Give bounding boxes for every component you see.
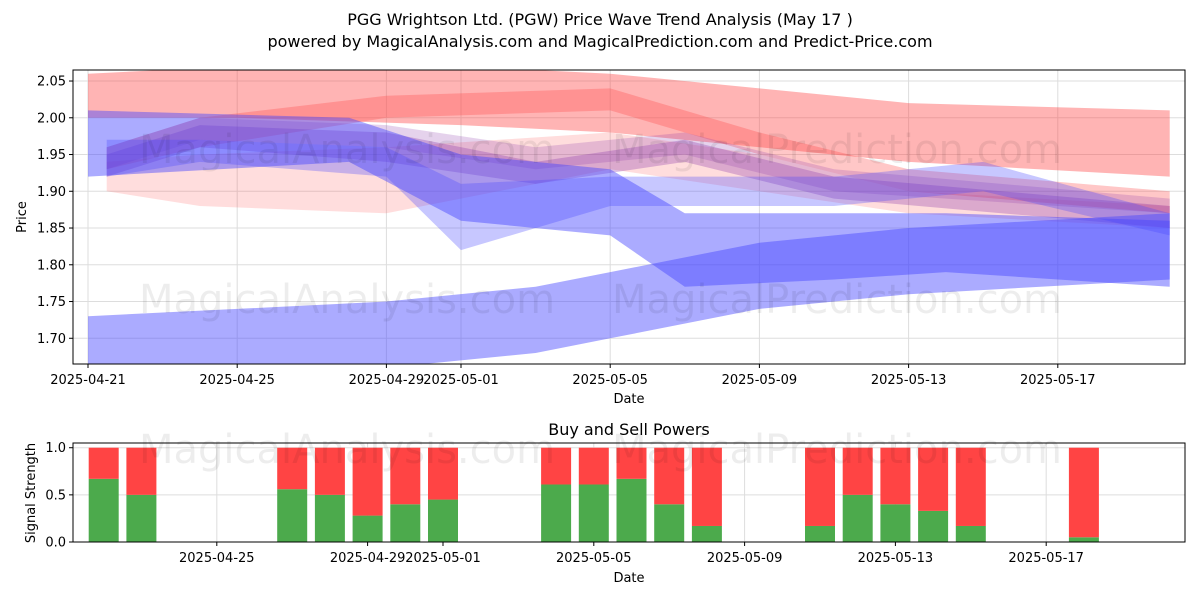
price-y-tick-label: 1.75 xyxy=(37,295,66,310)
buy-sell-title: Buy and Sell Powers xyxy=(548,420,710,439)
buy-sell-x-tick-label: 2025-05-05 xyxy=(556,551,632,566)
price-y-tick-label: 1.80 xyxy=(37,258,66,273)
buy-sell-x-tick-label: 2025-05-01 xyxy=(405,551,481,566)
buy-sell-x-axis-label: Date xyxy=(613,571,644,586)
buy-sell-bars xyxy=(88,447,1099,542)
watermark-analysis-bottom: MagicalAnalysis.com xyxy=(139,427,555,473)
price-x-tick-label: 2025-05-09 xyxy=(722,373,798,388)
price-y-tick-label: 2.05 xyxy=(37,75,66,90)
price-x-tick-label: 2025-05-05 xyxy=(572,373,648,388)
sell-bar xyxy=(955,447,986,526)
sell-bar xyxy=(842,447,873,495)
watermark-prediction-bottom: MagicalPrediction.com xyxy=(612,427,1062,473)
price-plot-background xyxy=(73,70,1185,364)
sell-bar xyxy=(805,447,835,526)
buy-sell-y-tick-label: 1.0 xyxy=(45,441,66,456)
sell-bar xyxy=(918,447,949,511)
sell-bar xyxy=(654,447,685,505)
sell-bar xyxy=(314,447,345,495)
blue-wave-top-band xyxy=(88,110,1170,287)
buy-bar xyxy=(918,510,949,542)
buy-bar xyxy=(428,499,458,542)
buy-sell-x-tick-label: 2025-04-29 xyxy=(330,551,406,566)
sell-bar xyxy=(578,447,609,485)
chart-subtitle: powered by MagicalAnalysis.com and Magic… xyxy=(267,32,932,51)
sell-bar xyxy=(1068,447,1099,538)
sell-bar xyxy=(88,447,119,479)
buy-bar xyxy=(616,478,647,542)
price-x-tick-label: 2025-05-17 xyxy=(1020,373,1096,388)
watermark-prediction-top: MagicalPrediction.com xyxy=(612,127,1062,173)
sell-bar xyxy=(880,447,911,505)
buy-bar xyxy=(880,504,911,542)
buy-bar xyxy=(578,484,609,542)
price-plot-frame xyxy=(72,69,1186,365)
buy-sell-plot: Buy and Sell Powers MagicalAnalysis.com … xyxy=(24,420,1186,586)
buy-bar xyxy=(390,504,421,542)
watermark-analysis-top: MagicalAnalysis.com xyxy=(139,127,555,173)
purple-wave-1-band xyxy=(106,125,1170,228)
chart-title: PGG Wrightson Ltd. (PGW) Price Wave Tren… xyxy=(347,10,853,29)
price-axes: 1.70 1.75 1.80 1.85 1.90 1.95 2.00 2.05 2025-04-… xyxy=(37,75,1096,388)
watermark-prediction-mid: MagicalPrediction.com xyxy=(612,277,1062,323)
buy-bar xyxy=(352,515,383,542)
buy-bar xyxy=(842,494,873,542)
buy-sell-x-tick-label: 2025-05-17 xyxy=(1008,551,1084,566)
buy-bar xyxy=(88,478,119,542)
price-x-tick-label: 2025-05-13 xyxy=(871,373,947,388)
buy-sell-y-tick-label: 0.5 xyxy=(45,488,66,503)
price-wave-bands xyxy=(88,70,1170,364)
price-y-tick-label: 1.90 xyxy=(37,185,66,200)
sell-bar xyxy=(616,447,647,479)
purple-wave-2-band xyxy=(106,117,1170,214)
price-x-tick-label: 2025-05-01 xyxy=(423,373,499,388)
buy-bar xyxy=(314,494,345,542)
buy-sell-axes: 0.0 0.5 1.0 2025-04-25 2025-04-29 2025-05-01 2… xyxy=(45,441,1084,566)
watermark-analysis-mid: MagicalAnalysis.com xyxy=(139,277,555,323)
buy-sell-x-tick-label: 2025-05-09 xyxy=(707,551,783,566)
buy-sell-y-axis-label: Signal Strength xyxy=(24,443,39,543)
red-wave-mid-band xyxy=(106,88,1170,214)
buy-bar xyxy=(1068,537,1099,542)
buy-bar xyxy=(691,525,722,542)
price-y-tick-label: 1.70 xyxy=(37,332,66,347)
buy-sell-x-tick-label: 2025-04-25 xyxy=(179,551,255,566)
sell-bar xyxy=(277,447,308,490)
buy-bar xyxy=(126,494,157,542)
red-wave-top-band xyxy=(88,70,1170,177)
red-wave-low-band xyxy=(106,132,1170,228)
sell-bar xyxy=(691,447,722,526)
price-x-tick-label: 2025-04-29 xyxy=(349,373,425,388)
buy-bar xyxy=(805,525,835,542)
buy-sell-plot-frame xyxy=(72,442,1186,543)
buy-bar xyxy=(955,525,986,542)
price-y-tick-label: 1.95 xyxy=(37,148,66,163)
sell-bar xyxy=(390,447,421,505)
blue-wave-mid-band xyxy=(106,139,1170,251)
price-grid xyxy=(73,70,1185,364)
price-x-tick-label: 2025-04-25 xyxy=(199,373,275,388)
buy-bar xyxy=(277,489,308,542)
price-y-tick-label: 2.00 xyxy=(37,111,66,126)
buy-sell-y-tick-label: 0.0 xyxy=(45,536,66,551)
buy-bar xyxy=(541,484,572,542)
price-x-tick-label: 2025-04-21 xyxy=(50,373,126,388)
sell-bar xyxy=(352,447,383,516)
buy-bar xyxy=(654,504,685,542)
price-y-axis-label: Price xyxy=(15,201,30,233)
blue-wave-low-band xyxy=(88,213,1170,364)
buy-sell-x-tick-label: 2025-05-13 xyxy=(858,551,934,566)
price-x-axis-label: Date xyxy=(613,392,644,407)
price-y-tick-label: 1.85 xyxy=(37,222,66,237)
sell-bar xyxy=(126,447,157,495)
price-wave-plot: MagicalAnalysis.com MagicalPrediction.co… xyxy=(15,69,1186,407)
sell-bar xyxy=(541,447,572,485)
sell-bar xyxy=(428,447,458,500)
